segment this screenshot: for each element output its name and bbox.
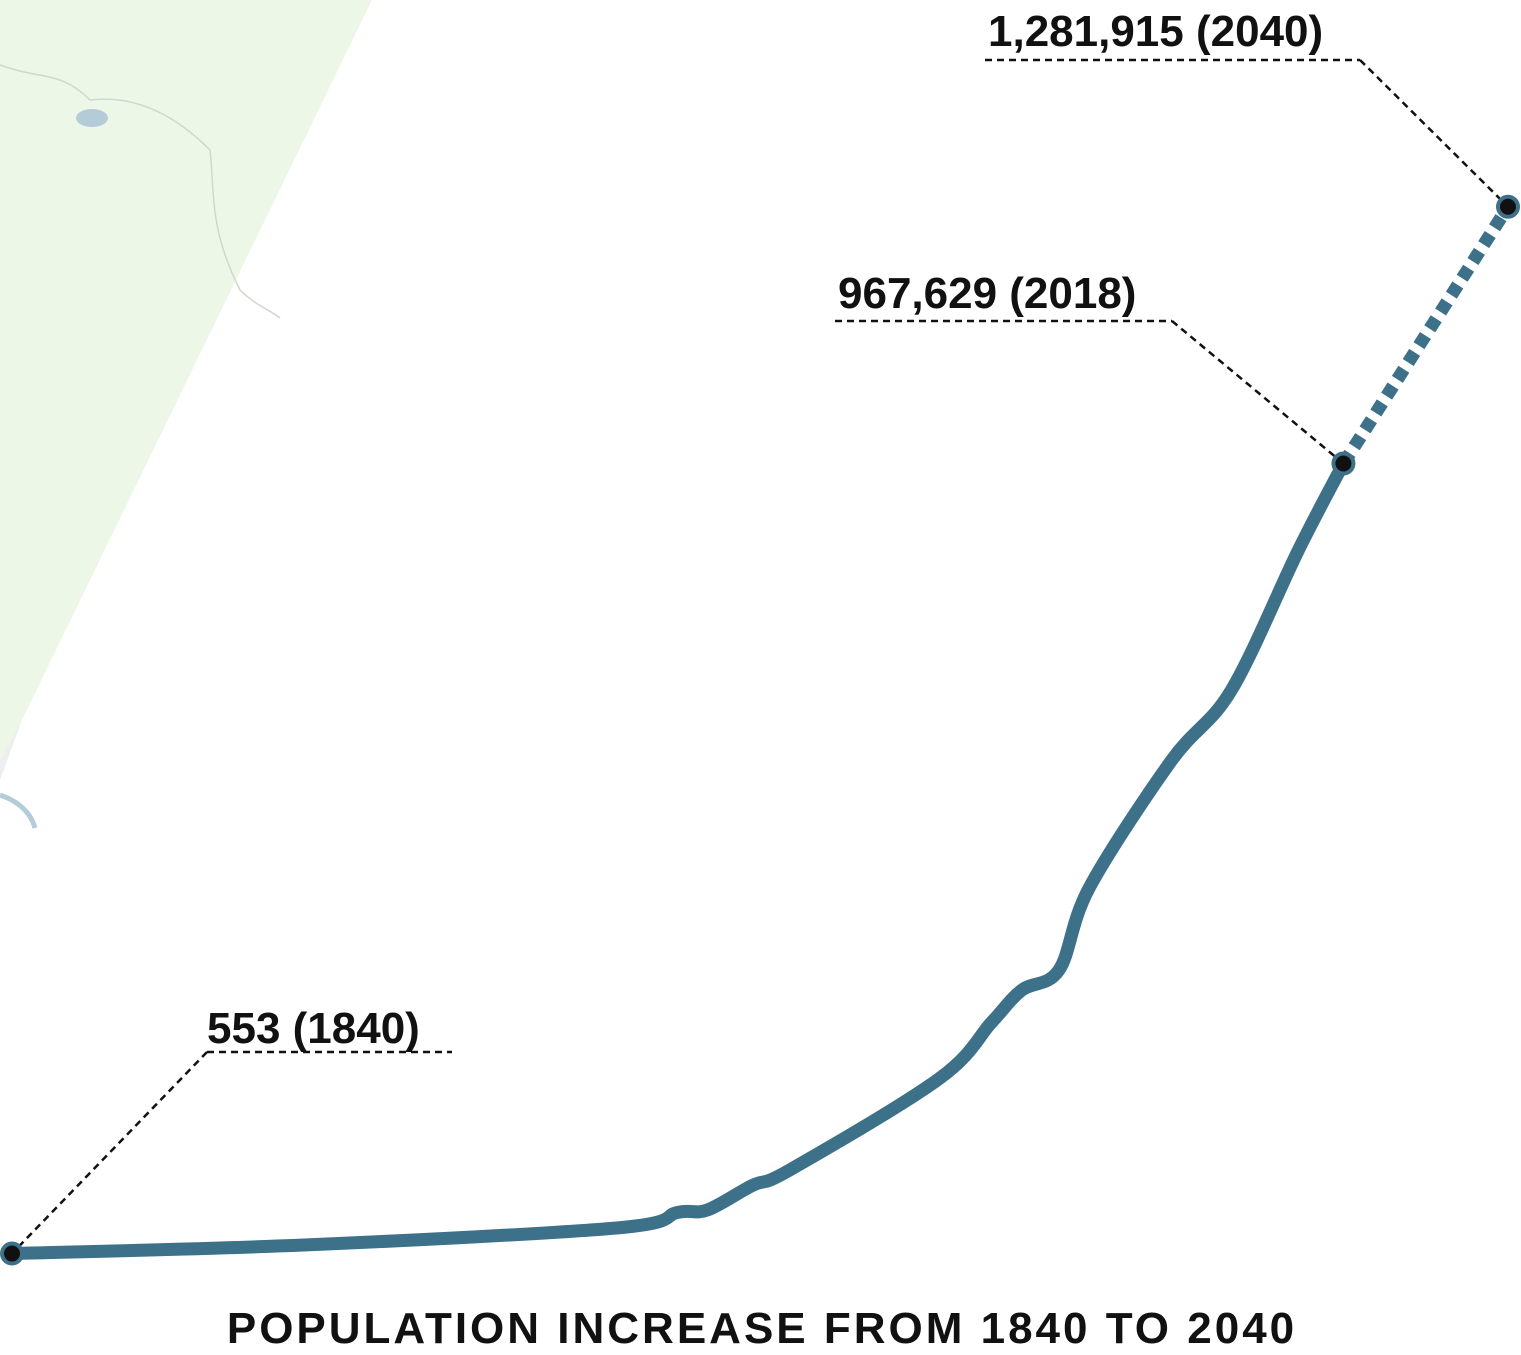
leader-line — [11, 1050, 452, 1255]
map-lake — [76, 109, 108, 127]
map-land — [0, 0, 372, 760]
line-series — [5, 457, 1350, 1261]
point — [0, 1241, 24, 1266]
line-series — [1337, 203, 1514, 468]
annotation: 553 (1840) — [207, 1004, 420, 1053]
annotation: 967,629 (2018) — [838, 269, 1136, 318]
map-boundary — [0, 64, 281, 319]
point — [1331, 451, 1356, 476]
chart-title: POPULATION INCREASE FROM 1840 TO 2040 — [227, 1304, 1297, 1353]
leader-line — [835, 319, 1345, 465]
map-edge — [0, 720, 22, 780]
point — [1496, 194, 1520, 219]
leader-line — [985, 58, 1509, 208]
map-water — [0, 792, 38, 829]
annotation: 1,281,915 (2040) — [988, 7, 1323, 56]
